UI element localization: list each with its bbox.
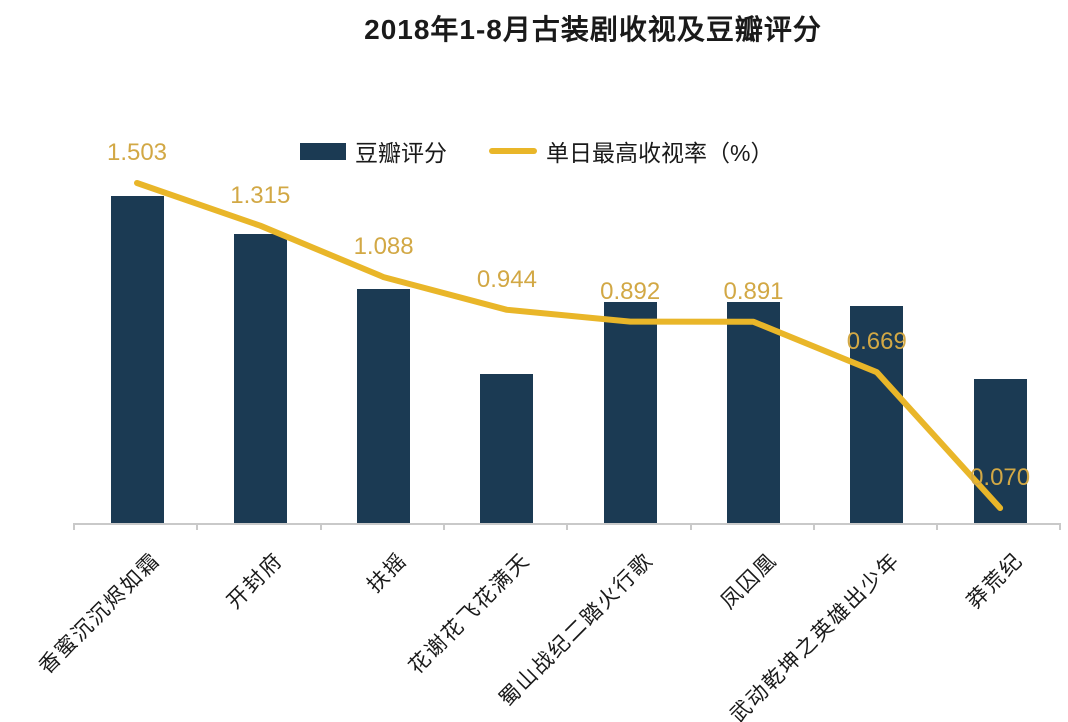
bar-花谢花飞花满天: [480, 374, 534, 524]
value-label-武动乾坤之英雄出少年: 0.669: [846, 328, 907, 356]
bar-扶摇: [357, 289, 411, 524]
legend-line-swatch-icon: [489, 148, 537, 154]
bar-莽荒纪: [973, 378, 1027, 523]
value-label-开封府: 1.315: [230, 181, 291, 209]
value-label-凤囚凰: 0.891: [723, 277, 784, 305]
category-label-扶摇: 扶摇: [362, 548, 412, 598]
bar-香蜜沉沉烬如霜: [110, 195, 164, 524]
axis-tick: [566, 523, 569, 530]
category-label-香蜜沉沉烬如霜: 香蜜沉沉烬如霜: [34, 548, 165, 679]
axis-tick: [936, 523, 939, 530]
legend-line-label: 单日最高收视率（%）: [546, 140, 774, 166]
legend-bar-label: 豆瓣评分: [355, 140, 447, 166]
bar-开封府: [233, 234, 287, 523]
value-label-花谢花飞花满天: 0.944: [476, 265, 537, 293]
axis-tick: [319, 523, 322, 530]
value-label-扶摇: 1.088: [353, 233, 414, 261]
chart-title: 2018年1-8月古装剧收视及豆瓣评分: [364, 14, 822, 45]
category-label-凤囚凰: 凤囚凰: [716, 548, 782, 614]
category-label-莽荒纪: 莽荒纪: [962, 548, 1028, 614]
axis-tick: [73, 523, 75, 530]
bar-凤囚凰: [727, 302, 780, 523]
bar-蜀山战纪二踏火行歌: [603, 302, 657, 523]
category-label-花谢花飞花满天: 花谢花飞花满天: [404, 548, 535, 679]
axis-tick: [689, 523, 692, 530]
axis-tick: [1059, 523, 1062, 530]
axis-tick: [442, 523, 445, 530]
value-label-莽荒纪: 0.070: [970, 464, 1031, 491]
value-label-蜀山战纪二踏火行歌: 0.892: [600, 277, 661, 305]
category-label-开封府: 开封府: [223, 548, 289, 614]
value-label-香蜜沉沉烬如霜: 1.503: [106, 139, 168, 166]
legend: 豆瓣评分 单日最高收视率（%）: [300, 134, 773, 168]
axis-tick: [196, 523, 199, 530]
axis-tick: [812, 523, 815, 530]
legend-bar-swatch-icon: [300, 142, 346, 160]
